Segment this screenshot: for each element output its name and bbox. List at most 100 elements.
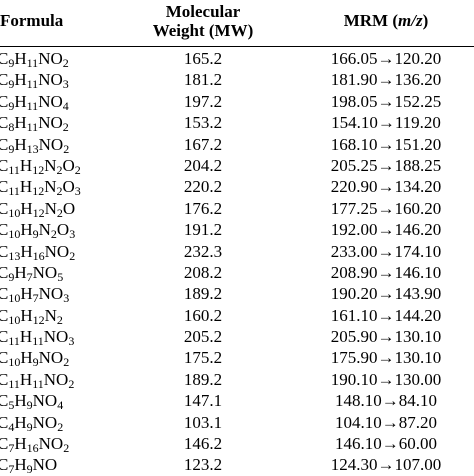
formula-subscript: 11 [8,162,20,177]
formula-element: H [14,134,27,154]
formula-subscript: 11 [26,98,39,113]
formula-element: H [14,113,27,133]
formula-element: N [44,155,57,175]
table-row: C5H9NO4 147.1 148.10→84.10 [0,390,474,411]
mrm-cell: 205.90→130.10 [330,327,442,347]
column-header-mw-line2: Weight (MW) [152,21,254,40]
formula-element: NO [38,434,64,454]
mrm-cell: 233.00→174.10 [330,241,442,261]
table-row: C10H7NO3 189.2 190.20→143.90 [0,283,474,304]
formula-element: N [44,305,57,325]
formula-element: C [0,49,9,68]
formula-element: C [0,305,9,325]
formula-element: H [14,434,27,454]
mw-cell: 146.2 [183,434,223,454]
formula-element: C [0,348,9,368]
mrm-cell: 175.90→130.10 [330,348,442,368]
table-row: C10H9NO2 175.2 175.90→130.10 [0,347,474,368]
formula-subscript: 9 [26,419,33,434]
formula-subscript: 12 [32,184,45,199]
formula-cell: C4H9NO2 [0,412,63,433]
column-header-formula: Formula [0,11,64,30]
formula-cell: C9H11NO4 [0,91,69,112]
formula-element: NO [43,327,69,347]
formula-cell: C8H11NO2 [0,112,69,133]
formula-subscript: 10 [8,355,21,370]
mw-cell: 205.2 [183,327,223,347]
formula-cell: C11H12N2O3 [0,176,81,197]
table-row: C10H9N2O3 191.2 192.00→146.20 [0,219,474,240]
formula-element: N [44,198,57,218]
formula-element: O [62,177,75,197]
formula-element: NO [38,134,64,154]
mrm-cell: 148.10→84.10 [335,391,437,411]
formula-subscript: 8 [8,120,15,135]
formula-element: NO [32,412,58,432]
column-header-mrm-unit: m/z [398,11,423,30]
formula-subscript: 16 [32,248,45,263]
formula-cell: C7H16NO2 [0,433,69,454]
formula-subscript: 16 [26,441,39,456]
mrm-cell: 198.05→152.25 [330,91,442,111]
column-header-mrm-suffix: ) [422,11,429,30]
formula-element: NO [38,113,63,133]
formula-subscript: 3 [74,184,81,199]
formula-element: N [38,220,51,240]
formula-element: H [14,391,27,411]
formula-element: C [0,113,9,133]
formula-element: C [0,91,9,111]
mw-cell: 160.2 [183,305,223,325]
formula-subscript: 4 [57,398,64,413]
formula-subscript: 13 [26,141,39,156]
formula-subscript: 10 [8,312,21,327]
table-row: C11H11NO3 205.2 205.90→130.10 [0,326,474,347]
formula-subscript: 4 [62,98,69,113]
formula-element: O [62,155,75,175]
formula-element: C [0,327,9,347]
formula-cell: C10H12N2O [0,198,75,219]
formula-element: H [19,177,33,197]
mrm-cell: 208.90→146.10 [330,262,442,282]
mw-cell: 123.2 [183,455,223,475]
header-rule [0,46,474,47]
mrm-cell: 220.90→134.20 [330,177,442,197]
formula-subscript: 2 [56,162,63,177]
formula-subscript: 11 [26,56,39,70]
formula-element: H [19,369,33,389]
table-body: C9H11NO2 165.2 166.05→120.20 C9H11NO3 181.2 1… [0,48,474,476]
formula-element: C [0,412,9,432]
formula-element: C [0,434,9,454]
formula-element: H [14,455,27,475]
table-row: C7H16NO2 146.2 146.10→60.00 [0,433,474,454]
formula-element: H [20,241,33,261]
mrm-cell: 177.25→160.20 [330,198,442,218]
table-row: C10H12N2O 176.2 177.25→160.20 [0,198,474,219]
mw-cell: 181.2 [183,70,223,90]
formula-element: H [19,327,33,347]
mrm-cell: 181.90→136.20 [330,70,442,90]
formula-cell: C10H7NO3 [0,283,69,304]
table-row: C10H12N2 160.2 161.10→144.20 [0,305,474,326]
formula-element: C [0,134,9,154]
formula-element: O [56,220,70,240]
mrm-cell: 168.10→151.20 [330,134,442,154]
formula-subscript: 11 [26,77,39,92]
formula-subscript: 5 [57,269,64,284]
formula-subscript: 10 [8,291,21,306]
column-header-mw: Molecular Weight (MW) [128,2,278,40]
formula-subscript: 2 [56,312,63,327]
table-row: C11H12N2O2 204.2 205.25→188.25 [0,155,474,176]
mw-cell: 103.1 [183,412,223,432]
formula-subscript: 9 [26,462,33,476]
formula-subscript: 2 [68,376,75,391]
formula-element: NO [44,241,70,261]
formula-cell: C9H13NO2 [0,134,69,155]
formula-subscript: 2 [63,355,70,370]
table-row: C7H9NO 123.2 124.30→107.00 [0,454,474,475]
formula-element: C [0,155,9,175]
mrm-cell: 205.25→188.25 [330,155,442,175]
formula-cell: C9H11NO3 [0,69,69,90]
formula-element: NO [32,391,58,411]
formula-subscript: 11 [8,376,20,391]
formula-subscript: 2 [74,162,81,177]
